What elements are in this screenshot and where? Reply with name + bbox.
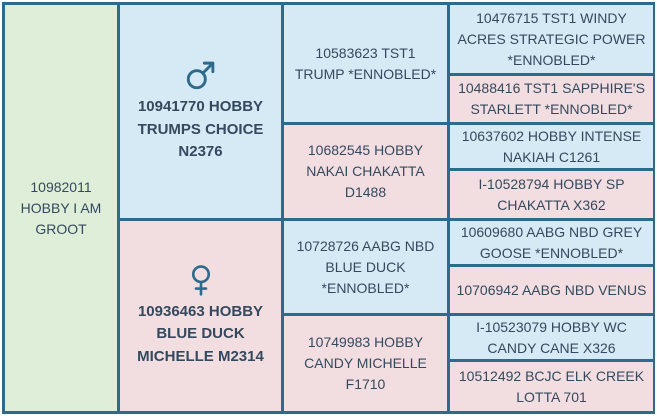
animal-label: 10682545 HOBBY NAKAI CHAKATTA D1488: [306, 142, 425, 200]
pedigree-cell-great-grandparent: 10512492 BCJC ELK CREEK LOTTA 701: [450, 362, 653, 411]
animal-label: 10941770 HOBBY TRUMPS CHOICE N2376: [137, 98, 264, 161]
male-icon: [184, 59, 217, 92]
pedigree-cell-grandsire-paternal: 10583623 TST1 TRUMP *ENNOBLED*: [284, 5, 447, 122]
pedigree-cell-great-grandparent: 10706942 AABG NBD VENUS: [450, 267, 653, 313]
pedigree-cell-grandsire-maternal: 10728726 AABG NBD BLUE DUCK *ENNOBLED*: [284, 221, 447, 313]
pedigree-cell-great-grandparent: 10609680 AABG NBD GREY GOOSE *ENNOBLED*: [450, 221, 653, 264]
animal-label: 10706942 AABG NBD VENUS: [456, 281, 647, 298]
animal-label: I-10523079 HOBBY WC CANDY CANE X326: [476, 318, 627, 356]
pedigree-cell-great-grandparent: 10476715 TST1 WINDY ACRES STRATEGIC POWE…: [450, 5, 653, 73]
animal-label: 10982011 HOBBY I AM GROOT: [20, 178, 102, 237]
animal-label: I-10528794 HOBBY SP CHAKATTA X362: [478, 175, 625, 213]
animal-label: 10728726 AABG NBD BLUE DUCK *ENNOBLED*: [296, 237, 435, 296]
animal-label: 10488416 TST1 SAPPHIRE'S STARLETT *ENNOB…: [458, 80, 645, 117]
pedigree-cell-dam: 10936463 HOBBY BLUE DUCK MICHELLE M2314: [120, 221, 281, 411]
pedigree-cell-great-grandparent: 10488416 TST1 SAPPHIRE'S STARLETT *ENNOB…: [450, 76, 653, 122]
pedigree-cell-granddam-maternal: 10749983 HOBBY CANDY MICHELLE F1710: [284, 316, 447, 411]
animal-label: 10637602 HOBBY INTENSE NAKIAH C1261: [461, 127, 642, 165]
pedigree-cell-subject: 10982011 HOBBY I AM GROOT: [5, 5, 117, 411]
pedigree-cell-great-grandparent: 10637602 HOBBY INTENSE NAKIAH C1261: [450, 125, 653, 168]
pedigree-cell-granddam-paternal: 10682545 HOBBY NAKAI CHAKATTA D1488: [284, 125, 447, 218]
animal-label: 10476715 TST1 WINDY ACRES STRATEGIC POWE…: [457, 9, 646, 68]
pedigree-cell-sire: 10941770 HOBBY TRUMPS CHOICE N2376: [120, 5, 281, 218]
animal-label: 10609680 AABG NBD GREY GOOSE *ENNOBLED*: [460, 223, 643, 261]
pedigree-cell-great-grandparent: I-10528794 HOBBY SP CHAKATTA X362: [450, 171, 653, 218]
animal-label: 10749983 HOBBY CANDY MICHELLE F1710: [304, 334, 427, 392]
animal-label: 10512492 BCJC ELK CREEK LOTTA 701: [458, 367, 645, 405]
female-icon: [186, 264, 216, 297]
animal-label: 10936463 HOBBY BLUE DUCK MICHELLE M2314: [137, 302, 264, 365]
animal-label: 10583623 TST1 TRUMP *ENNOBLED*: [294, 44, 437, 82]
pedigree-cell-great-grandparent: I-10523079 HOBBY WC CANDY CANE X326: [450, 316, 653, 359]
